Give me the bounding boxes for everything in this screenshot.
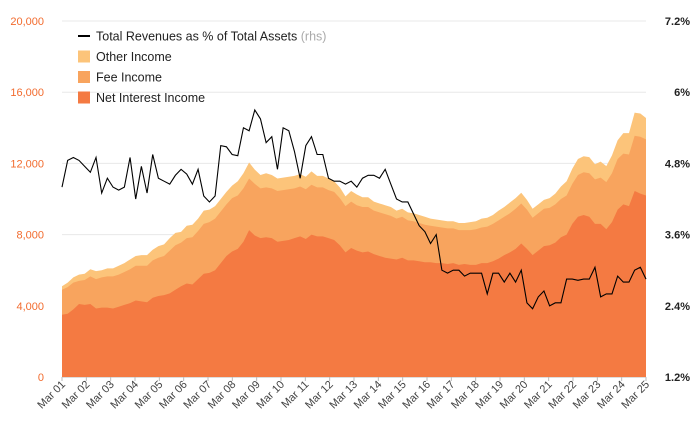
legend-swatch	[78, 71, 90, 83]
area-net-interest-income	[62, 190, 646, 377]
legend-label: Other Income	[96, 50, 172, 64]
legend-suffix: (rhs)	[297, 30, 326, 44]
y-tick-label-right: 3.6%	[665, 230, 690, 242]
stacked-areas	[62, 112, 646, 378]
legend-swatch	[78, 91, 90, 104]
y-tick-label-left: 0	[38, 372, 44, 384]
y-axis-right: 1.2% 2.4% 3.6% 4.8% 6% 7.2%	[665, 16, 690, 384]
y-tick-label-left: 8,000	[16, 230, 44, 242]
y-tick-label-left: 16,000	[10, 87, 44, 99]
y-tick-label-left: 4,000	[16, 301, 44, 313]
y-tick-label-right: 6%	[674, 87, 690, 99]
y-tick-label-right: 4.8%	[665, 158, 690, 170]
legend-swatch	[78, 50, 90, 63]
legend-label: Fee Income	[96, 71, 162, 85]
y-tick-label-right: 7.2%	[665, 16, 690, 28]
y-tick-label-right: 2.4%	[665, 301, 690, 313]
ratio-line-layer	[61, 108, 647, 310]
legend: Total Revenues as % of Total Assets (rhs…	[78, 30, 326, 105]
ratio-line	[61, 108, 647, 310]
y-tick-label-left: 12,000	[10, 158, 44, 170]
y-axis-left: 0 4,000 8,000 12,000 16,000 20,000	[10, 16, 44, 384]
legend-label: Net Interest Income	[96, 91, 205, 105]
y-tick-label-right: 1.2%	[665, 372, 690, 384]
y-tick-label-left: 20,000	[10, 16, 44, 28]
legend-label: Total Revenues as % of Total Assets (rhs…	[96, 30, 326, 44]
x-tick-label: Mar 25	[619, 379, 652, 412]
